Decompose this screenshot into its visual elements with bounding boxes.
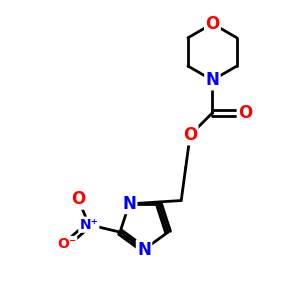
Text: N⁺: N⁺	[80, 218, 98, 232]
Text: N: N	[206, 71, 219, 89]
Text: O⁻: O⁻	[57, 237, 76, 251]
Text: O: O	[205, 15, 220, 33]
Text: O: O	[183, 126, 197, 144]
Text: N: N	[137, 241, 151, 259]
Text: O: O	[71, 190, 85, 208]
Text: N: N	[122, 195, 136, 213]
Text: O: O	[238, 104, 252, 122]
